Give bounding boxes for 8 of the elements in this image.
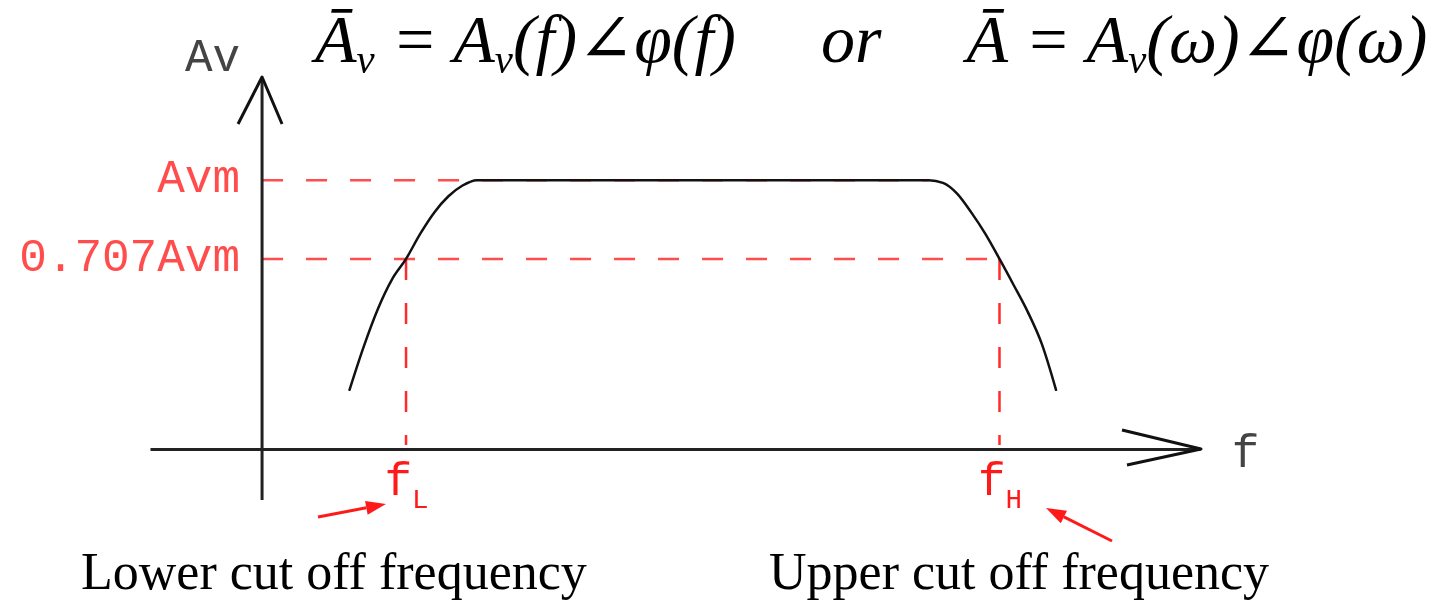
ref-line-label: 0.707Avm: [19, 232, 241, 285]
ref-line-label: Avm: [157, 154, 241, 207]
x-tick-label: f$_{L}$: [384, 457, 429, 517]
text: Upper cut off frequency: [769, 543, 1270, 600]
x-tick-label: f$_{H}$: [977, 457, 1023, 517]
x-axis-title: f: [1231, 429, 1260, 482]
text: Lower cut off frequency: [81, 543, 587, 600]
y-axis-title: Av: [184, 32, 241, 85]
